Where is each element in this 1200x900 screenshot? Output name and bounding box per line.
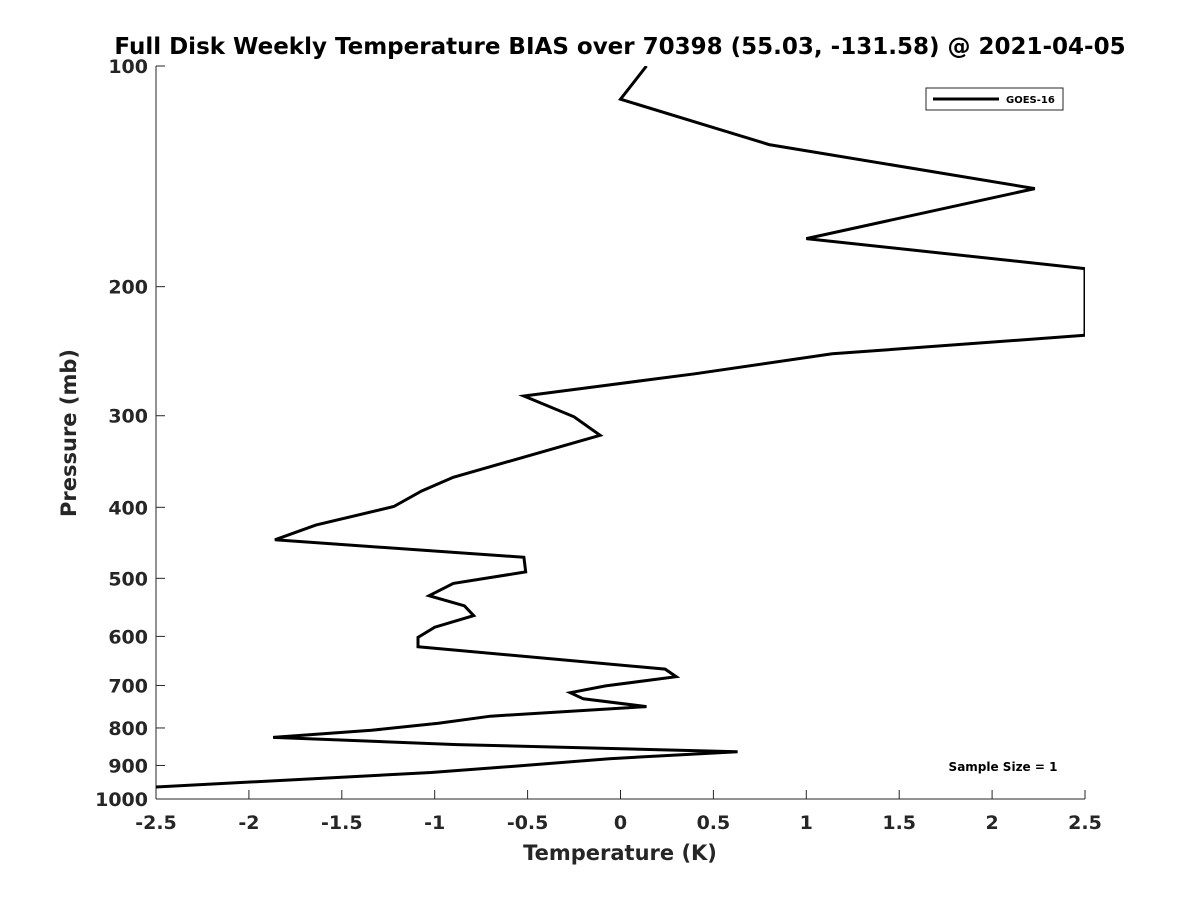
series-layer <box>156 66 1085 789</box>
x-tick-label: 1.5 <box>882 812 916 834</box>
x-tick-label: 2.5 <box>1068 812 1102 834</box>
y-tick-label: 800 <box>108 718 148 740</box>
chart-title: Full Disk Weekly Temperature BIAS over 7… <box>114 34 1125 60</box>
sample-size-annotation: Sample Size = 1 <box>949 760 1058 774</box>
x-tick-label: -2 <box>238 812 259 834</box>
y-tick-label: 500 <box>108 568 148 590</box>
y-tick-label: 200 <box>108 277 148 299</box>
y-tick-label: 900 <box>108 755 148 777</box>
y-axis-label: Pressure (mb) <box>57 349 81 517</box>
y-tick-label: 600 <box>108 626 148 648</box>
x-tick-label: -0.5 <box>507 812 549 834</box>
x-tick-label: 0 <box>614 812 627 834</box>
x-axis-label: Temperature (K) <box>523 841 717 865</box>
x-tick-label: -1.5 <box>321 812 363 834</box>
x-tick-label: -2.5 <box>135 812 177 834</box>
x-tick-label: 0.5 <box>697 812 731 834</box>
y-axis-ticks: 100 200 300 400 500 600 700 800 900 1000 <box>95 56 165 811</box>
series-line-goes-16 <box>156 66 1085 789</box>
y-tick-label: 300 <box>108 406 148 428</box>
y-tick-label: 700 <box>108 675 148 697</box>
x-axis-ticks: -2.5 -2 -1.5 -1 -0.5 0 0.5 1 1.5 2 2.5 <box>135 790 1102 834</box>
legend-label-goes-16: GOES-16 <box>1006 95 1055 106</box>
y-tick-label: 100 <box>108 56 148 78</box>
legend: GOES-16 <box>925 87 1064 111</box>
x-tick-label: 1 <box>800 812 813 834</box>
x-tick-label: -1 <box>424 812 445 834</box>
y-tick-label: 1000 <box>95 789 148 811</box>
x-tick-label: 2 <box>985 812 998 834</box>
y-tick-label: 400 <box>108 497 148 519</box>
